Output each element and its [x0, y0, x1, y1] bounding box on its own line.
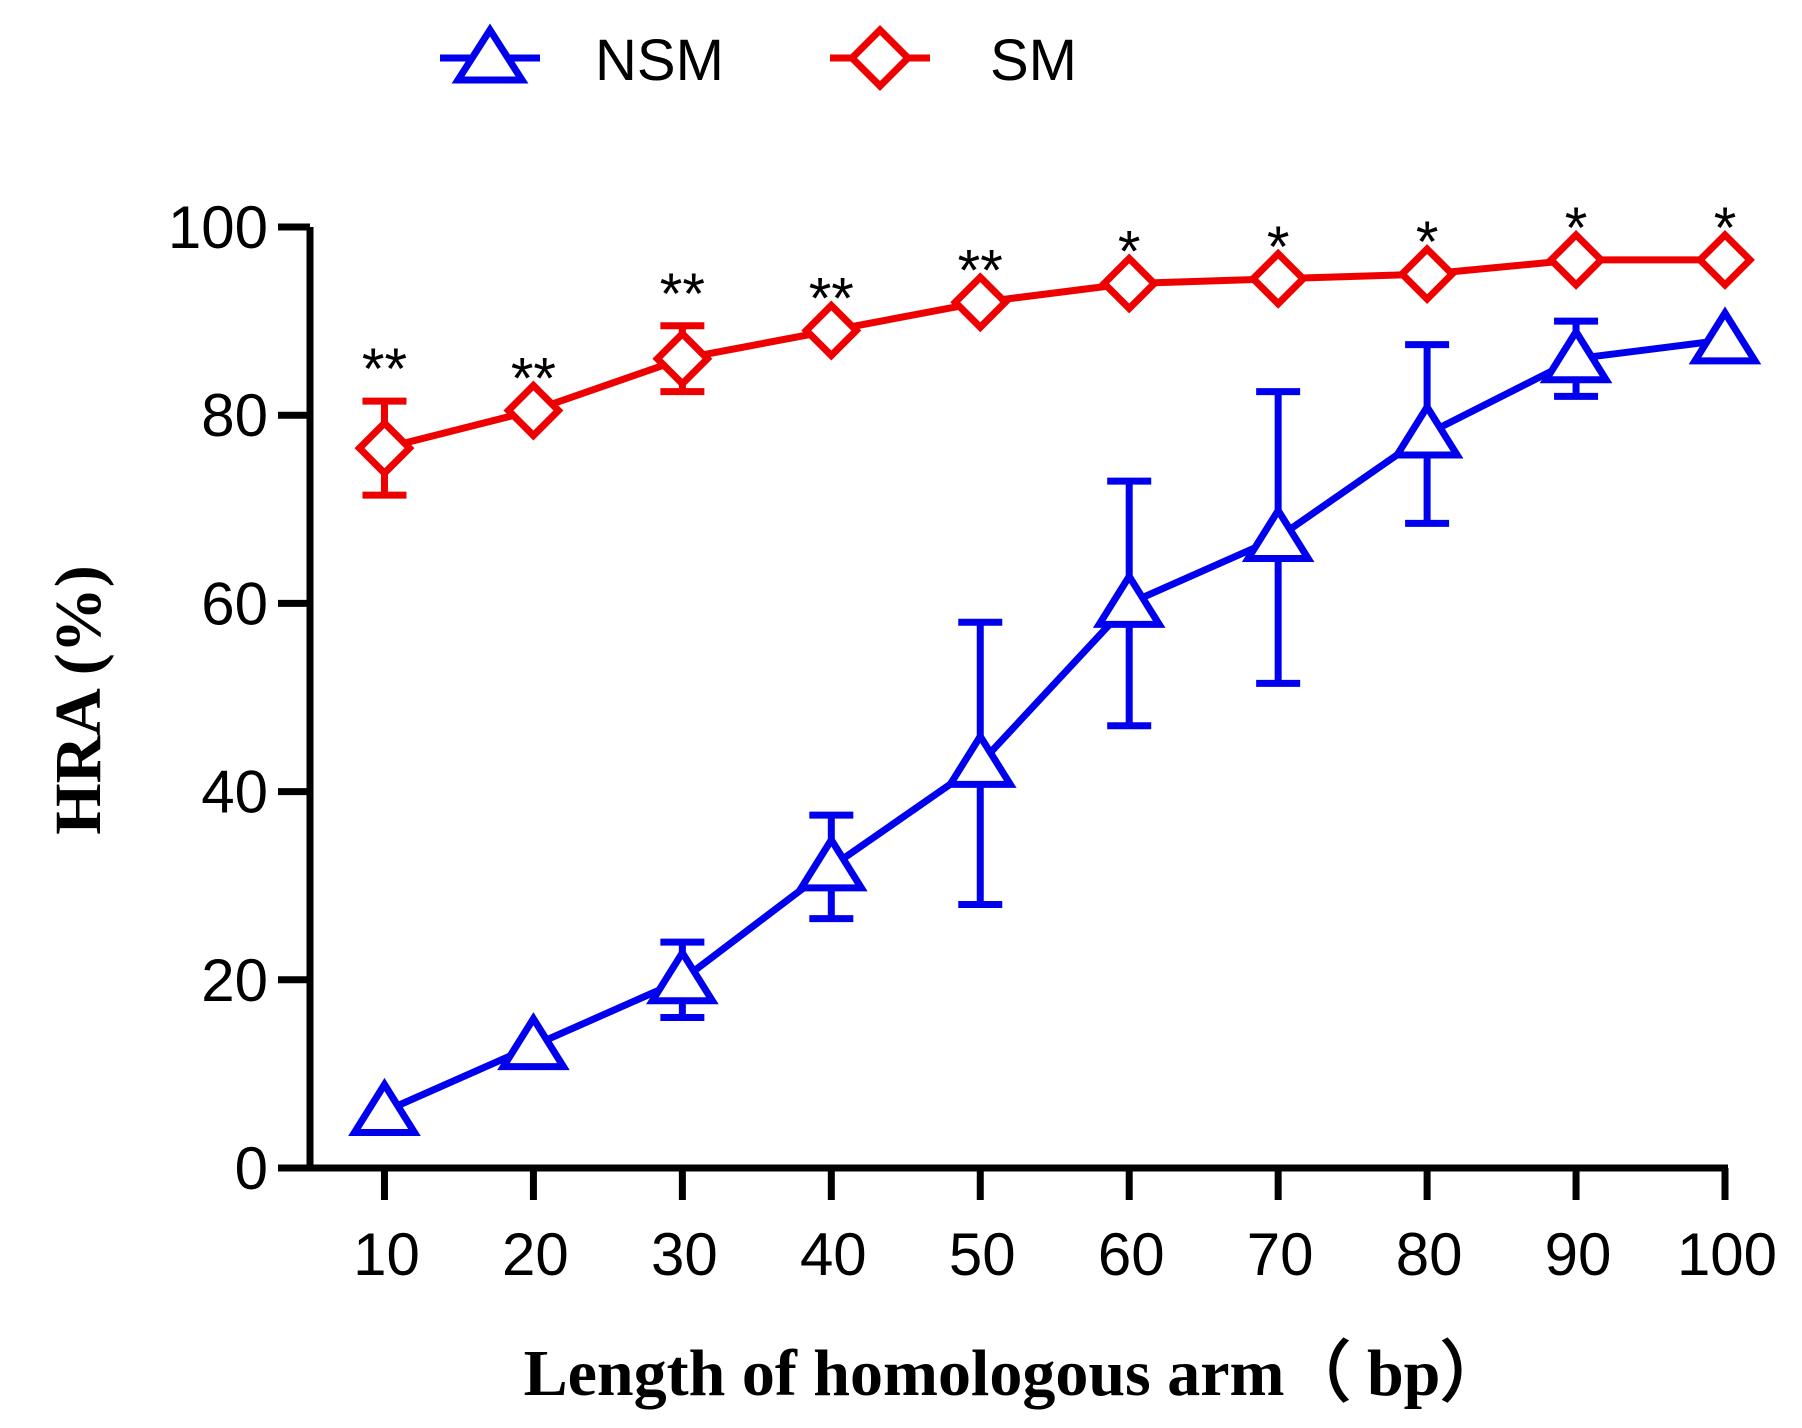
y-tick-label-40: 40 [201, 759, 268, 826]
significance-40: ** [809, 267, 854, 332]
marker-nsm-80 [1390, 400, 1464, 459]
marker-sm-30 [652, 328, 713, 389]
x-tick-label-30: 30 [651, 1221, 718, 1288]
marker-sm-50 [950, 272, 1011, 333]
legend-label-sm: SM [990, 28, 1077, 93]
marker-sm-100 [1695, 229, 1755, 290]
significance-70: * [1267, 215, 1290, 280]
legend: NSM SM [440, 23, 1077, 93]
series-nsm [348, 306, 1762, 1137]
significance-100: * [1714, 196, 1737, 261]
x-tick-label-70: 70 [1247, 1221, 1314, 1288]
y-tick-label-100: 100 [168, 194, 268, 261]
legend-entry-nsm: NSM [440, 23, 724, 93]
significance-60: * [1118, 219, 1141, 284]
marker-nsm-40 [795, 833, 868, 892]
marker-nsm-10 [348, 1077, 421, 1137]
marker-nsm-30 [646, 946, 719, 1005]
significance-20: ** [511, 346, 556, 411]
legend-marker-sm [847, 25, 913, 91]
marker-nsm-50 [943, 729, 1017, 788]
marker-sm-20 [503, 380, 564, 441]
marker-nsm-100 [1688, 306, 1762, 365]
x-tick-label-100: 100 [1677, 1221, 1777, 1288]
x-tick-label-10: 10 [353, 1221, 420, 1288]
series-line-sm [383, 256, 1725, 452]
marker-sm-90 [1546, 229, 1607, 290]
x-tick-label-90: 90 [1545, 1221, 1612, 1288]
x-tick-label-80: 80 [1396, 1221, 1463, 1288]
axes: 0 20 40 60 80 100 10 20 30 40 50 60 70 80 90 100 [168, 194, 1777, 1288]
x-tick-label-50: 50 [949, 1221, 1016, 1288]
series-layer [348, 229, 1762, 1137]
x-tick-label-60: 60 [1098, 1221, 1165, 1288]
legend-marker-nsm [451, 23, 529, 84]
marker-nsm-90 [1539, 325, 1613, 384]
marker-nsm-60 [1092, 569, 1166, 628]
legend-label-nsm: NSM [595, 28, 724, 93]
series-sm [354, 229, 1755, 499]
significance-50: ** [958, 238, 1003, 303]
y-tick-label-20: 20 [201, 947, 268, 1014]
series-line-nsm [383, 336, 1726, 1115]
marker-nsm-70 [1241, 503, 1315, 563]
y-tick-label-80: 80 [201, 382, 268, 449]
x-tick-label-20: 20 [502, 1221, 569, 1288]
significance-annotations: ** **** ** ** * * * * * [362, 196, 1736, 412]
significance-80: * [1416, 210, 1439, 275]
legend-entry-sm: SM [830, 25, 1077, 93]
marker-sm-40 [801, 300, 862, 361]
x-tick-label-40: 40 [800, 1221, 867, 1288]
significance-90: * [1565, 196, 1588, 261]
y-axis-title: HRA (%) [42, 565, 115, 834]
y-tick-label-60: 60 [201, 570, 268, 637]
marker-sm-60 [1099, 253, 1160, 314]
y-tick-label-0: 0 [235, 1135, 268, 1202]
marker-sm-80 [1397, 244, 1458, 304]
x-axis-title: Length of homologous arm（ bp） [524, 1336, 1507, 1410]
significance-30: ** [660, 262, 705, 327]
marker-sm-70 [1248, 248, 1309, 309]
marker-nsm-20 [497, 1012, 570, 1071]
significance-10: ** [362, 337, 407, 402]
marker-sm-10 [354, 418, 415, 479]
